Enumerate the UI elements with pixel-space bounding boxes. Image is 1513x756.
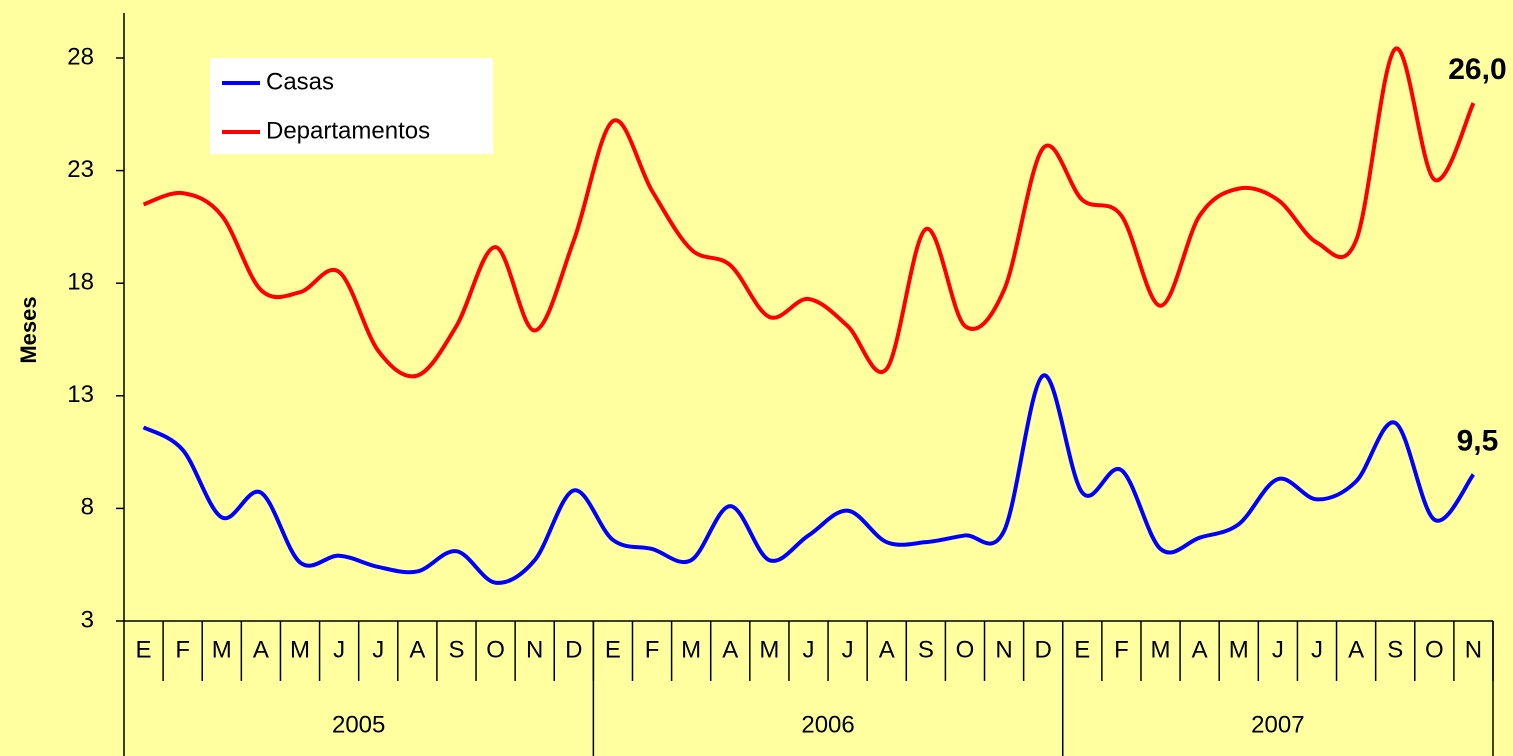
legend-box [210,58,493,154]
y-axis-label: Meses [16,296,41,363]
x-tick-label: N [995,636,1012,663]
x-tick-label: O [956,636,975,663]
x-tick-label: D [1035,636,1052,663]
x-tick-label: J [803,636,815,663]
data-label: 26,0 [1448,53,1506,86]
x-tick-label: D [565,636,582,663]
x-tick-label: S [918,636,934,663]
y-tick-label: 8 [81,494,94,521]
x-tick-label: F [175,636,190,663]
x-tick-label: A [253,636,269,663]
x-tick-label: A [879,636,895,663]
x-tick-label: N [1465,636,1482,663]
x-tick-label: A [1192,636,1208,663]
y-tick-label: 13 [67,381,94,408]
x-tick-label: M [212,636,232,663]
x-tick-label: E [1074,636,1090,663]
y-tick-label: 23 [67,156,94,183]
x-tick-label: O [486,636,505,663]
x-tick-label: O [1425,636,1444,663]
x-tick-label: J [842,636,854,663]
y-tick-label: 28 [67,43,94,70]
x-tick-label: N [526,636,543,663]
series-line [142,373,1476,585]
x-tick-label: M [290,636,310,663]
x-tick-label: J [372,636,384,663]
x-tick-label: A [1348,636,1364,663]
y-tick-label: 18 [67,269,94,296]
x-tick-label: F [1114,636,1129,663]
x-tick-label: S [1387,636,1403,663]
x-tick-label: M [1229,636,1249,663]
legend-label: Casas [266,68,334,95]
x-tick-label: M [759,636,779,663]
x-tick-label: E [136,636,152,663]
x-tick-label: F [645,636,660,663]
x-tick-label: M [681,636,701,663]
x-tick-label: A [409,636,425,663]
x-tick-label: J [333,636,345,663]
x-tick-label: S [448,636,464,663]
x-group-label: 2005 [332,711,385,738]
x-tick-label: J [1272,636,1284,663]
x-tick-label: E [605,636,621,663]
legend-label: Departamentos [266,117,430,144]
x-group-label: 2006 [801,711,854,738]
x-tick-label: J [1311,636,1323,663]
series-line [142,46,1476,379]
data-label: 9,5 [1457,425,1499,458]
x-tick-label: M [1151,636,1171,663]
y-tick-label: 3 [81,606,94,633]
x-tick-label: A [722,636,738,663]
x-group-label: 2007 [1251,711,1304,738]
